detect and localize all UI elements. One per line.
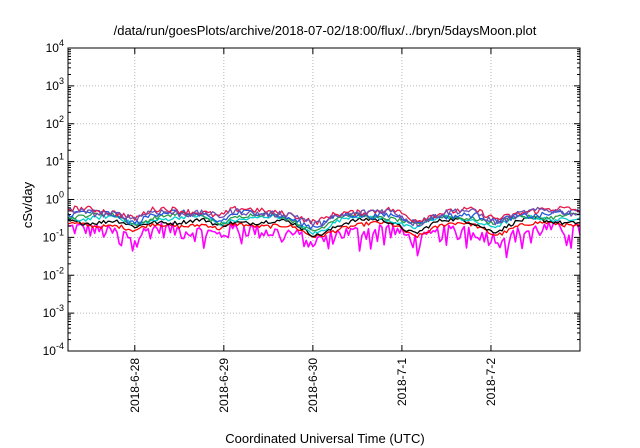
grid [68,48,580,351]
y-tick-label: 101 [46,152,64,169]
y-tick-label: 10-4 [43,341,64,358]
series-line [67,216,580,238]
series-line [67,220,580,239]
y-tick-label: 10-1 [43,227,64,244]
x-tick-label: 2018-6-28 [128,358,142,413]
y-axis-label: cSv/day [20,181,35,228]
y-tick-label: 100 [46,190,64,207]
y-tick-label: 104 [46,38,64,55]
series-line [67,221,581,259]
series-line [67,205,581,226]
y-tick-label: 10-3 [43,303,64,320]
x-axis-ticks: 2018-6-28 2018-6-29 2018-6-30 2018-7-1 2018-… [128,48,498,413]
y-tick-label: 102 [46,114,64,131]
y-axis-ticks: 10-4 10-3 10-2 10-1 100 101 102 103 104 [43,38,580,358]
x-tick-label: 2018-6-30 [306,358,320,413]
x-tick-label: 2018-7-1 [395,358,409,406]
series-line [67,206,581,227]
y-tick-label: 103 [46,76,64,93]
chart-title: /data/run/goesPlots/archive/2018-07-02/1… [114,23,537,38]
x-tick-label: 2018-7-2 [484,358,498,406]
series-line [67,213,581,235]
y-tick-label: 10-2 [43,265,64,282]
x-tick-label: 2018-6-29 [217,358,231,413]
x-axis-label: Coordinated Universal Time (UTC) [225,431,424,446]
series-group [67,205,581,259]
